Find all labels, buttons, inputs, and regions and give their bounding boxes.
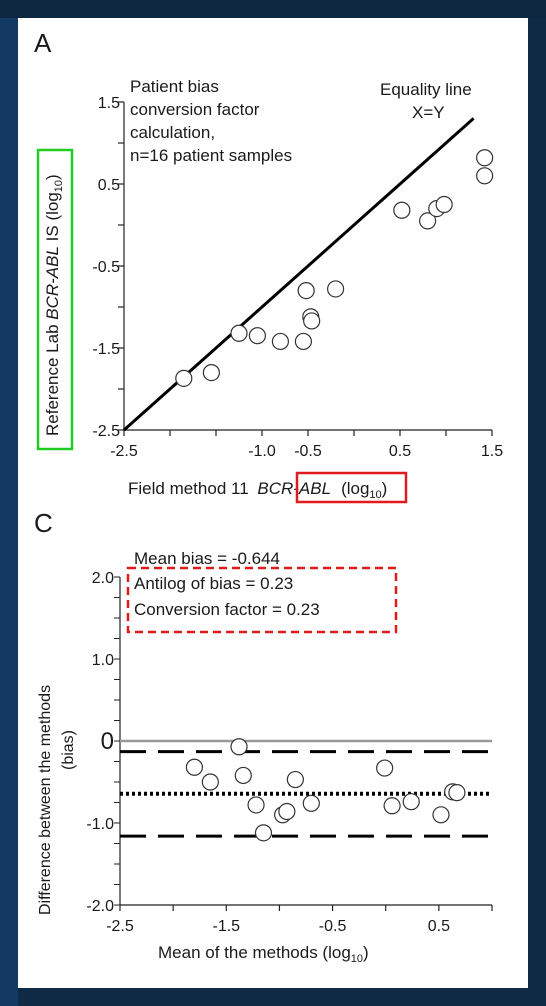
- panel-c-data-point: [247, 796, 265, 814]
- panel-c-y-axis-label-2: (bias): [60, 730, 77, 770]
- panel-c-data-point: [432, 806, 450, 824]
- figure-svg: A -2.5 -1.0 -0.5 0.5 1.5 1.5 0.5 -0.5 -1.5 -2.5 P…: [34, 28, 503, 965]
- panel-a-annotation-line-4: n=16 patient samples: [130, 146, 292, 165]
- panel-a-data-point: [297, 282, 315, 300]
- panel-c-y-tick-label: 1.0: [92, 652, 114, 669]
- panel-a-data-point: [248, 327, 266, 345]
- figure-panel: A -2.5 -1.0 -0.5 0.5 1.5 1.5 0.5 -0.5 -1.5 -2.5 P…: [18, 18, 528, 988]
- panel-c-data-point: [234, 766, 252, 785]
- panel-c-x-tick-label: -2.5: [106, 918, 134, 935]
- panel-a-points: [175, 149, 494, 387]
- panel-a-data-point: [230, 324, 248, 342]
- axis-highlight-box-green: [36, 148, 74, 451]
- panel-c-x-tick-label: -1.5: [212, 918, 240, 935]
- panel-a-x-tick-label: -2.5: [110, 443, 138, 460]
- bias-highlight-box-red: [126, 566, 398, 634]
- panel-a-xlabel-log: (log: [341, 479, 369, 498]
- panel-c-axes: -2.5 -1.5 -0.5 0.5 2.0 1.0 0 -1.0 -2.0: [86, 570, 493, 935]
- panel-a-data-point: [476, 167, 494, 185]
- panel-c-y-tick-label: 2.0: [92, 570, 114, 587]
- panel-c-data-point: [185, 758, 203, 776]
- panel-c-data-point: [230, 738, 248, 756]
- panel-a-xlabel-sub: 10: [369, 489, 381, 501]
- panel-a-y-tick-label: 0.5: [98, 177, 120, 194]
- background-left-strip: [0, 0, 18, 1006]
- panel-c-data-point: [254, 824, 273, 842]
- panel-c-x-tick-label: -0.5: [319, 918, 347, 935]
- panel-c-data-point: [278, 802, 296, 821]
- panel-c-y-tick-label: 0: [101, 728, 114, 755]
- panel-c-letter: C: [34, 508, 53, 538]
- panel-c-data-point: [448, 784, 466, 802]
- panel-a-annotation-line-2: conversion factor: [130, 100, 260, 119]
- panel-c-data-point: [286, 770, 304, 789]
- panel-a-xlabel-pre: Field method 11: [128, 479, 253, 498]
- panel-a-data-point: [202, 364, 220, 382]
- panel-a-x-tick-label: 0.5: [389, 443, 411, 460]
- panel-a-y-tick-label: -0.5: [92, 259, 120, 276]
- gene-highlight-box-red: [295, 471, 408, 504]
- mean-bias-annotation: Mean bias = -0.644: [134, 549, 280, 568]
- panel-a-y-tick-label: 1.5: [98, 95, 120, 112]
- panel-a-y-axis-label: Reference Lab BCR-ABL IS (log10): [43, 174, 65, 436]
- equality-line-label: Equality line: [380, 80, 472, 99]
- panel-a-data-point: [435, 195, 453, 214]
- panel-c-data-point: [376, 759, 394, 777]
- panel-a-y-tick-label: -1.5: [92, 341, 120, 358]
- equality-line-formula: X=Y: [412, 103, 445, 122]
- panel-c-data-point: [302, 794, 320, 812]
- panel-a-annotation-line-3: calculation,: [130, 123, 215, 142]
- panel-c-data-point: [402, 793, 420, 811]
- panel-c-xlabel-close: ): [363, 943, 369, 962]
- panel-c-x-tick-label: 0.5: [428, 918, 450, 935]
- panel-a-ylabel-close: ): [43, 174, 62, 180]
- panel-a-data-point: [393, 201, 411, 219]
- panel-a-x-tick-label: 1.5: [481, 443, 503, 460]
- panel-a-letter: A: [34, 28, 52, 58]
- panel-a-xlabel-gene: BCR-ABL: [257, 479, 331, 498]
- conversion-factor-annotation: Conversion factor = 0.23: [134, 600, 320, 619]
- panel-a-data-point: [175, 369, 193, 387]
- panel-c-bias-lines: [120, 739, 492, 838]
- panel-a-ylabel-sub: 10: [53, 180, 65, 192]
- background-top-strip: [0, 0, 546, 18]
- panel-a-xlabel-close: ): [382, 479, 388, 498]
- panel-c-xlabel-sub: 10: [351, 953, 363, 965]
- panel-c-y-tick-label: -2.0: [86, 898, 114, 915]
- panel-a-data-point: [271, 332, 289, 351]
- panel-c-y-tick-label: -1.0: [86, 816, 114, 833]
- panel-c-x-axis-label: Mean of the methods (log10): [158, 943, 369, 965]
- panel-c-points: [185, 738, 466, 842]
- panel-a-ylabel-gene: BCR-ABL: [43, 246, 62, 320]
- panel-c-xlabel-main: Mean of the methods (log: [158, 943, 351, 962]
- panel-a-data-point: [294, 332, 312, 351]
- panel-c-data-point: [201, 773, 219, 791]
- panel-a-ylabel-pre: Reference Lab: [43, 320, 62, 436]
- panel-c-data-point: [383, 797, 401, 815]
- panel-a-ylabel-mid: IS (log: [43, 192, 62, 246]
- panel-a-data-point: [327, 280, 345, 298]
- panel-a-data-point: [303, 312, 321, 330]
- panel-a-x-tick-label: -1.0: [248, 443, 276, 460]
- panel-a-x-tick-label: -0.5: [294, 443, 322, 460]
- antilog-bias-annotation: Antilog of bias = 0.23: [134, 574, 293, 593]
- panel-a-y-tick-label: -2.5: [92, 423, 120, 440]
- panel-a-data-point: [476, 149, 494, 167]
- panel-c-y-axis-label: Difference between the methods: [37, 685, 54, 915]
- panel-a-annotation-line-1: Patient bias: [130, 77, 219, 96]
- panel-a-x-axis-label: Field method 11 BCR-ABL (log10): [128, 479, 387, 501]
- equality-line: [123, 117, 475, 432]
- panel-a-data-point: [419, 212, 437, 230]
